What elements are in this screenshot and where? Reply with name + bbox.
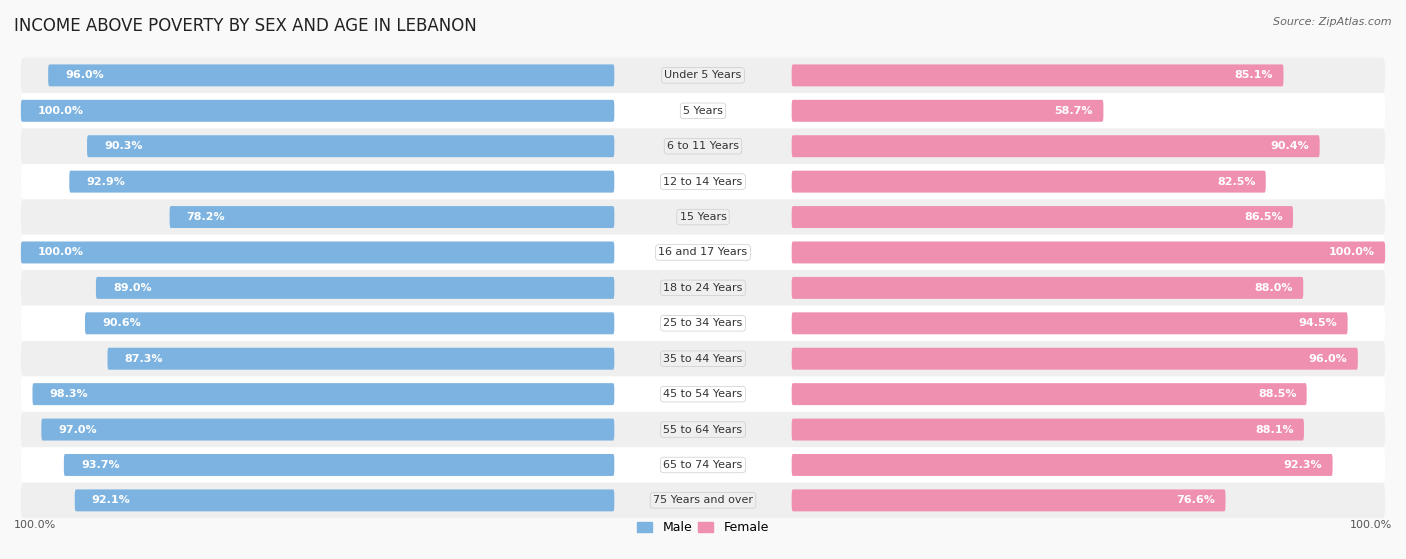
Text: 97.0%: 97.0% (59, 424, 97, 434)
FancyBboxPatch shape (21, 412, 1385, 447)
FancyBboxPatch shape (21, 235, 1385, 270)
FancyBboxPatch shape (21, 447, 1385, 482)
FancyBboxPatch shape (21, 93, 1385, 129)
Text: 100.0%: 100.0% (38, 106, 84, 116)
Text: 18 to 24 Years: 18 to 24 Years (664, 283, 742, 293)
FancyBboxPatch shape (21, 129, 1385, 164)
FancyBboxPatch shape (87, 135, 614, 157)
Text: 88.1%: 88.1% (1256, 424, 1294, 434)
Text: 88.5%: 88.5% (1258, 389, 1296, 399)
Text: 58.7%: 58.7% (1054, 106, 1094, 116)
FancyBboxPatch shape (792, 206, 1294, 228)
FancyBboxPatch shape (21, 306, 1385, 341)
FancyBboxPatch shape (63, 454, 614, 476)
FancyBboxPatch shape (792, 490, 1226, 511)
FancyBboxPatch shape (41, 419, 614, 440)
FancyBboxPatch shape (792, 100, 1104, 122)
Text: 90.6%: 90.6% (103, 318, 141, 328)
Text: 82.5%: 82.5% (1218, 177, 1256, 187)
FancyBboxPatch shape (75, 490, 614, 511)
FancyBboxPatch shape (69, 170, 614, 193)
Text: 6 to 11 Years: 6 to 11 Years (666, 141, 740, 151)
Text: 96.0%: 96.0% (1309, 354, 1347, 364)
Text: 93.7%: 93.7% (82, 460, 120, 470)
Text: 92.1%: 92.1% (91, 495, 131, 505)
Text: 75 Years and over: 75 Years and over (652, 495, 754, 505)
Text: 5 Years: 5 Years (683, 106, 723, 116)
FancyBboxPatch shape (21, 58, 1385, 93)
FancyBboxPatch shape (21, 100, 614, 122)
FancyBboxPatch shape (792, 241, 1385, 263)
FancyBboxPatch shape (792, 419, 1303, 440)
FancyBboxPatch shape (792, 312, 1347, 334)
FancyBboxPatch shape (21, 200, 1385, 235)
FancyBboxPatch shape (21, 341, 1385, 376)
Text: 92.3%: 92.3% (1284, 460, 1323, 470)
Legend: Male, Female: Male, Female (633, 516, 773, 539)
Text: 55 to 64 Years: 55 to 64 Years (664, 424, 742, 434)
Text: 100.0%: 100.0% (14, 520, 56, 530)
FancyBboxPatch shape (21, 376, 1385, 412)
FancyBboxPatch shape (32, 383, 614, 405)
Text: 94.5%: 94.5% (1299, 318, 1337, 328)
Text: 45 to 54 Years: 45 to 54 Years (664, 389, 742, 399)
Text: 78.2%: 78.2% (187, 212, 225, 222)
Text: 89.0%: 89.0% (112, 283, 152, 293)
FancyBboxPatch shape (84, 312, 614, 334)
Text: 85.1%: 85.1% (1234, 70, 1274, 80)
Text: INCOME ABOVE POVERTY BY SEX AND AGE IN LEBANON: INCOME ABOVE POVERTY BY SEX AND AGE IN L… (14, 17, 477, 35)
Text: 16 and 17 Years: 16 and 17 Years (658, 248, 748, 258)
FancyBboxPatch shape (170, 206, 614, 228)
Text: 25 to 34 Years: 25 to 34 Years (664, 318, 742, 328)
FancyBboxPatch shape (96, 277, 614, 299)
Text: 96.0%: 96.0% (65, 70, 104, 80)
Text: 65 to 74 Years: 65 to 74 Years (664, 460, 742, 470)
Text: 86.5%: 86.5% (1244, 212, 1282, 222)
FancyBboxPatch shape (21, 164, 1385, 200)
FancyBboxPatch shape (21, 270, 1385, 306)
Text: Source: ZipAtlas.com: Source: ZipAtlas.com (1274, 17, 1392, 27)
FancyBboxPatch shape (48, 64, 614, 86)
Text: Under 5 Years: Under 5 Years (665, 70, 741, 80)
FancyBboxPatch shape (792, 454, 1333, 476)
FancyBboxPatch shape (792, 277, 1303, 299)
FancyBboxPatch shape (21, 241, 614, 263)
FancyBboxPatch shape (792, 348, 1358, 369)
FancyBboxPatch shape (792, 383, 1306, 405)
Text: 15 Years: 15 Years (679, 212, 727, 222)
FancyBboxPatch shape (792, 170, 1265, 193)
Text: 98.3%: 98.3% (49, 389, 89, 399)
Text: 88.0%: 88.0% (1254, 283, 1294, 293)
FancyBboxPatch shape (792, 135, 1320, 157)
FancyBboxPatch shape (21, 482, 1385, 518)
Text: 87.3%: 87.3% (125, 354, 163, 364)
Text: 92.9%: 92.9% (86, 177, 125, 187)
Text: 100.0%: 100.0% (1350, 520, 1392, 530)
Text: 90.4%: 90.4% (1271, 141, 1309, 151)
Text: 100.0%: 100.0% (1329, 248, 1375, 258)
Text: 90.3%: 90.3% (104, 141, 142, 151)
Text: 100.0%: 100.0% (38, 248, 84, 258)
Text: 35 to 44 Years: 35 to 44 Years (664, 354, 742, 364)
FancyBboxPatch shape (107, 348, 614, 369)
Text: 12 to 14 Years: 12 to 14 Years (664, 177, 742, 187)
Text: 76.6%: 76.6% (1177, 495, 1215, 505)
FancyBboxPatch shape (792, 64, 1284, 86)
